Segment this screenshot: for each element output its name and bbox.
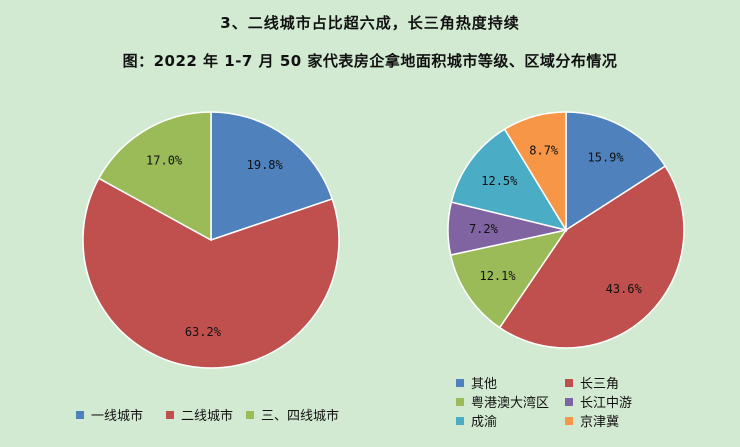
legend-swatch	[565, 397, 573, 406]
data-label-2-4: 7.2%	[469, 222, 499, 236]
legend-item-2-3: 粤港澳大湾区	[456, 392, 549, 411]
legend-item-2-1: 其他	[456, 373, 497, 392]
pie-chart-2: 15.9% 43.6% 12.1% 7.2% 12.5% 8.7%	[447, 111, 685, 349]
legend-label: 长三角	[580, 377, 620, 392]
legend-item-2-6: 京津冀	[565, 411, 619, 430]
legend-swatch	[246, 410, 254, 419]
figure-title: 图：2022 年 1-7 月 50 家代表房企拿地面积城市等级、区域分布情况	[122, 52, 618, 70]
pie-chart-1: 19.8% 63.2% 17.0%	[82, 111, 340, 369]
pie-slice-2-5	[450, 128, 568, 232]
data-label-2-6: 8.7%	[529, 143, 559, 157]
legend-item-1-3: 三、四线城市	[246, 405, 339, 424]
legend-label: 其他	[471, 377, 498, 392]
legend-label: 京津冀	[580, 415, 620, 430]
legend-swatch	[76, 410, 84, 419]
legend-swatch	[456, 378, 464, 387]
section-title: 3、二线城市占比超六成，长三角热度持续	[220, 14, 520, 32]
pie-slice-2-2	[498, 165, 685, 349]
legend-item-1-1: 一线城市	[76, 405, 143, 424]
legend-label: 长江中游	[580, 396, 633, 411]
legend-swatch	[565, 416, 573, 425]
pie-slice-2-3	[449, 228, 568, 329]
data-label-2-2: 43.6%	[606, 282, 643, 296]
data-label-2-3: 12.1%	[479, 269, 516, 283]
data-label-1-3: 17.0%	[146, 154, 183, 168]
legend-swatch	[456, 416, 464, 425]
data-label-1-2: 63.2%	[185, 325, 222, 339]
pie-slice-1-3	[97, 111, 212, 242]
pie-slice-2-1	[565, 111, 667, 232]
legend-swatch	[166, 410, 174, 419]
data-label-2-1: 15.9%	[588, 150, 625, 164]
data-label-2-5: 12.5%	[481, 174, 518, 188]
pie-slice-1-1	[210, 111, 334, 242]
legend-item-2-4: 长江中游	[565, 392, 632, 411]
legend-label: 三、四线城市	[261, 409, 340, 424]
data-label-1-1: 19.8%	[247, 158, 284, 172]
legend-item-2-2: 长三角	[565, 373, 619, 392]
legend-label: 一线城市	[91, 409, 144, 424]
legend-label: 二线城市	[181, 409, 234, 424]
legend-swatch	[565, 378, 573, 387]
legend-swatch	[456, 397, 464, 406]
legend-label: 成渝	[471, 415, 498, 430]
legend-item-2-5: 成渝	[456, 411, 497, 430]
legend-item-1-2: 二线城市	[166, 405, 233, 424]
legend-label: 粤港澳大湾区	[471, 396, 550, 411]
pie-slice-1-2	[82, 177, 340, 369]
pie-slice-2-6	[503, 111, 567, 233]
